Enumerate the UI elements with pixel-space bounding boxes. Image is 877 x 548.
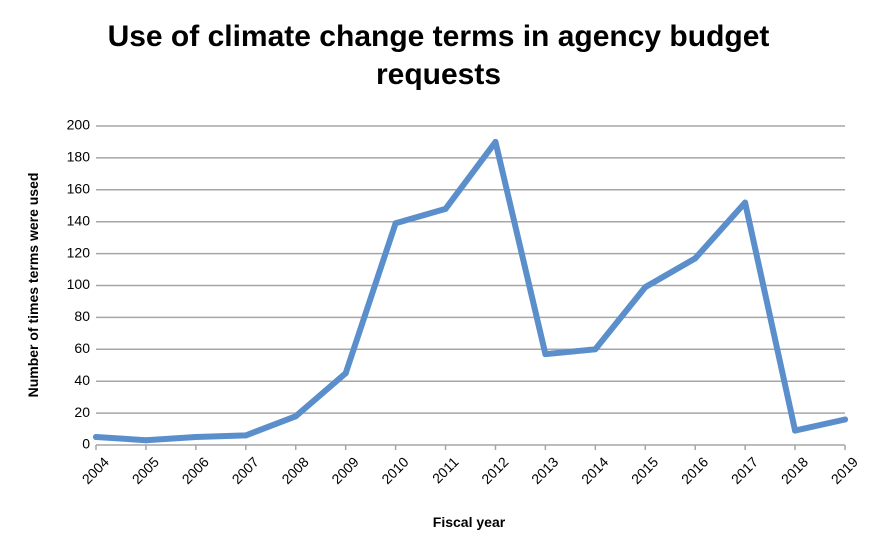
y-tick-label: 100 <box>67 276 91 292</box>
y-tick-label: 80 <box>74 308 90 324</box>
x-tick-label: 2007 <box>228 454 261 487</box>
x-tick-label: 2005 <box>129 454 162 487</box>
data-point <box>842 416 848 423</box>
x-tick-label: 2008 <box>278 454 311 487</box>
data-point <box>242 432 249 439</box>
y-axis-label: Number of times terms were used <box>25 173 41 398</box>
y-tick-label: 200 <box>67 117 91 133</box>
y-tick-label: 160 <box>67 181 91 197</box>
x-tick-label: 2004 <box>79 454 112 487</box>
series-line <box>93 138 848 444</box>
y-tick-label: 40 <box>74 372 90 388</box>
y-tick-label: 0 <box>82 436 90 452</box>
data-point <box>342 370 349 377</box>
chart-title: Use of climate change terms in agency bu… <box>0 18 877 94</box>
data-point <box>542 351 549 358</box>
y-tick-label: 60 <box>74 340 90 356</box>
x-tick-label: 2013 <box>528 454 561 487</box>
x-tick-label: 2012 <box>478 454 511 487</box>
x-tick-label: 2015 <box>628 454 661 487</box>
x-tick-label: 2010 <box>378 454 411 487</box>
x-tick-label: 2017 <box>728 454 761 487</box>
y-tick-label: 120 <box>67 244 91 260</box>
data-point <box>742 199 749 206</box>
x-tick-label: 2016 <box>678 454 711 487</box>
x-axis-label: Fiscal year <box>433 514 506 530</box>
grid-lines <box>96 125 845 446</box>
data-point <box>192 434 199 441</box>
x-tick-label: 2014 <box>578 454 611 487</box>
data-point <box>592 346 599 353</box>
x-tick-label: 2006 <box>179 454 212 487</box>
y-tick-label: 20 <box>74 404 90 420</box>
chart-title-line-1: Use of climate change terms in agency bu… <box>107 20 770 53</box>
data-point <box>442 205 449 212</box>
x-axis-ticks: 2004 2005 2006 2007 2008 2009 2010 2011 2012 2013… <box>79 445 861 487</box>
data-point <box>792 427 799 434</box>
data-point <box>642 284 649 291</box>
x-tick-label: 2009 <box>328 454 361 487</box>
x-tick-label: 2019 <box>828 454 861 487</box>
data-points <box>93 138 848 444</box>
y-tick-label: 180 <box>67 149 91 165</box>
y-tick-label: 140 <box>67 212 91 228</box>
x-tick-label: 2011 <box>429 454 462 487</box>
data-point <box>93 434 99 441</box>
data-point <box>492 138 499 145</box>
y-axis-ticks: 0 20 40 60 80 100 120 140 160 180 200 <box>67 117 91 452</box>
data-point <box>392 220 399 227</box>
x-tick-label: 2018 <box>778 454 811 487</box>
chart-title-line-2: requests <box>375 58 502 91</box>
data-point <box>292 413 299 420</box>
data-point <box>692 255 699 262</box>
data-point <box>142 437 149 444</box>
